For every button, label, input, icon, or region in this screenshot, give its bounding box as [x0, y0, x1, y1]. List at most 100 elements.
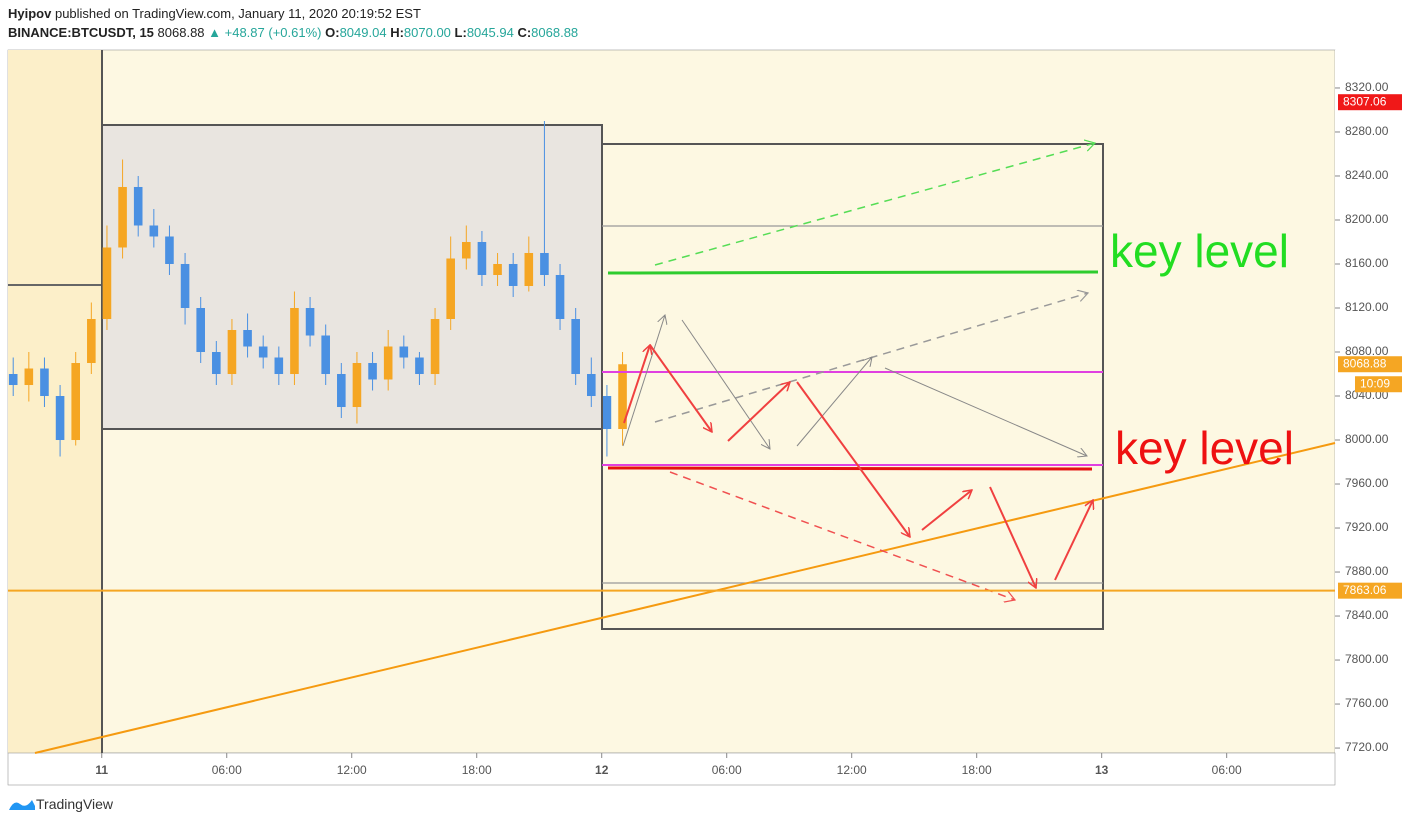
candle-body — [196, 307, 205, 353]
dashed-arrow — [669, 471, 1015, 600]
arrow — [727, 382, 790, 442]
arrow — [623, 345, 650, 424]
candle-body — [383, 346, 393, 380]
candle-body — [477, 241, 487, 275]
candle-body — [555, 274, 565, 320]
arrow — [681, 319, 770, 449]
candle-body — [180, 263, 190, 308]
ohlc-label: O: — [325, 25, 340, 40]
candle-body — [102, 247, 112, 320]
candle-body — [274, 357, 284, 375]
arrow — [796, 357, 872, 447]
price-label-box — [1338, 582, 1402, 599]
candle-body — [8, 374, 18, 386]
candle-body — [602, 396, 612, 430]
x-tick-label: 11 — [95, 763, 108, 777]
ohlc-label: L: — [454, 25, 467, 40]
candle-body — [446, 258, 455, 320]
y-tick-label: 8120.00 — [1345, 300, 1389, 314]
candle-body — [165, 236, 174, 264]
footer: TradingView — [8, 796, 113, 812]
arrow — [884, 367, 1087, 456]
drawings: key level key level — [34, 143, 1336, 754]
price-label: 8068.88 — [1343, 356, 1387, 370]
candle-body — [212, 352, 221, 375]
y-tick-label: 8200.00 — [1345, 212, 1389, 226]
ohlc-value: 8045.94 — [466, 25, 514, 40]
ohlc-value: 8070.00 — [403, 25, 451, 40]
candle-body — [24, 368, 34, 386]
candle-body — [571, 319, 580, 375]
price-label: 8307.06 — [1343, 94, 1387, 108]
publish-line: Hyipov published on TradingView.com, Jan… — [8, 6, 421, 21]
arrow — [649, 344, 712, 432]
candle-body — [290, 307, 299, 375]
y-tick-label: 8320.00 — [1345, 80, 1389, 94]
countdown: 10:09 — [1360, 376, 1390, 390]
x-tick-label: 06:00 — [212, 763, 242, 777]
x-tick-label: 12 — [595, 763, 609, 777]
chart: key level key level 7720.00 7760.00 7800.0… — [7, 49, 1402, 786]
arrow — [921, 490, 972, 531]
x-tick-label: 12:00 — [337, 763, 367, 777]
candle-body — [368, 363, 377, 380]
candle-body — [352, 363, 362, 408]
x-tick-label: 06:00 — [712, 763, 742, 777]
annotation: key level — [1115, 422, 1294, 474]
candle-body — [399, 346, 409, 358]
ohlc-value: 8068.88 — [531, 25, 579, 40]
y-tick-label: 7760.00 — [1345, 696, 1389, 710]
candle-body — [462, 241, 471, 259]
countdown-box — [1355, 376, 1402, 393]
x-tick-label: 18:00 — [462, 763, 492, 777]
price-label-box — [1338, 94, 1402, 111]
dashed-arrow — [654, 143, 1095, 266]
change: ▲ +48.87 (+0.61%) — [208, 25, 322, 40]
author: Hyipov — [8, 6, 52, 21]
key-level-green — [607, 270, 1099, 275]
candles — [8, 120, 627, 457]
y-tick-label: 8080.00 — [1345, 344, 1389, 358]
candle-body — [508, 263, 518, 286]
candle-body — [305, 307, 315, 336]
arrow — [796, 381, 910, 537]
last-price: 8068.88 — [157, 25, 205, 40]
candle-body — [337, 374, 346, 408]
candle-body — [415, 357, 424, 375]
ohlc-label: H: — [390, 25, 404, 40]
candle-body — [540, 252, 549, 275]
candle-body — [118, 186, 127, 248]
arrow — [1054, 500, 1093, 581]
ohlc-label: C: — [517, 25, 532, 40]
candle-body — [258, 346, 268, 358]
y-tick-label: 8240.00 — [1345, 168, 1389, 182]
y-tick-label: 8000.00 — [1345, 432, 1389, 446]
ohlc-value: 8049.04 — [339, 25, 387, 40]
session-shade — [8, 50, 102, 753]
annotation: key level — [1110, 225, 1289, 277]
y-tick-label: 7840.00 — [1345, 608, 1389, 622]
y-tick-label: 8280.00 — [1345, 124, 1389, 138]
candle-body — [133, 186, 143, 226]
price-label-box — [1338, 356, 1402, 373]
y-tick-label: 7800.00 — [1345, 652, 1389, 666]
projection-box — [601, 143, 1104, 630]
x-tick-label: 13 — [1095, 763, 1109, 777]
trend-line — [34, 442, 1336, 754]
candle-body — [430, 319, 440, 375]
symbol: BINANCE:BTCUSDT, 15 — [8, 25, 154, 40]
y-tick-label: 7960.00 — [1345, 476, 1389, 490]
symbol-line: BINANCE:BTCUSDT, 15 8068.88 ▲ +48.87 (+0… — [8, 25, 578, 40]
candle-body — [55, 396, 65, 441]
candle-body — [227, 330, 237, 375]
candle-body — [587, 374, 596, 397]
arrow — [989, 486, 1036, 588]
key-level-red — [607, 466, 1093, 471]
candle-body — [40, 368, 49, 397]
y-tick-label: 7880.00 — [1345, 564, 1389, 578]
ohlc: O:8049.04 H:8070.00 L:8045.94 C:8068.88 — [325, 25, 578, 40]
price-label: 7863.06 — [1343, 583, 1387, 597]
brand: TradingView — [36, 796, 114, 812]
published: published on TradingView.com, January 11… — [54, 6, 421, 21]
